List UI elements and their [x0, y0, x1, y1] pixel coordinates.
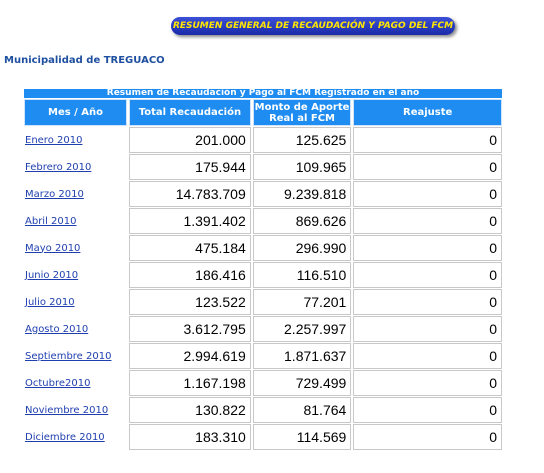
amount-cell: 869.626 — [252, 208, 352, 234]
table-caption: Resumen de Recaudación y Pago al FCM Reg… — [24, 89, 502, 98]
month-link[interactable]: Diciembre 2010 — [25, 431, 105, 443]
amount-cell: 0 — [353, 154, 502, 180]
amount-cell: 0 — [353, 316, 502, 342]
month-cell: Abril 2010 — [24, 208, 127, 234]
amount-cell: 186.416 — [129, 262, 251, 288]
amount-cell: 123.522 — [129, 289, 251, 315]
amount-cell: 175.944 — [129, 154, 251, 180]
amount-cell: 729.499 — [252, 370, 352, 396]
month-cell: Diciembre 2010 — [24, 424, 127, 450]
month-cell: Junio 2010 — [24, 262, 127, 288]
amount-cell: 475.184 — [129, 235, 251, 261]
amount-cell: 0 — [353, 370, 502, 396]
month-link[interactable]: Enero 2010 — [25, 134, 83, 146]
month-cell: Febrero 2010 — [24, 154, 127, 180]
amount-cell: 109.965 — [252, 154, 352, 180]
summary-table: Resumen de Recaudación y Pago al FCM Reg… — [22, 88, 504, 451]
page-banner: RESUMEN GENERAL DE RECAUDACIÓN Y PAGO DE… — [171, 17, 455, 35]
month-link[interactable]: Marzo 2010 — [25, 188, 84, 200]
amount-cell: 0 — [353, 127, 502, 153]
month-link[interactable]: Julio 2010 — [25, 296, 75, 308]
table-row: Enero 2010 201.000 125.625 0 — [24, 127, 502, 153]
month-cell: Noviembre 2010 — [24, 397, 127, 423]
amount-cell: 81.764 — [252, 397, 352, 423]
amount-cell: 1.391.402 — [129, 208, 251, 234]
amount-cell: 0 — [353, 262, 502, 288]
amount-cell: 201.000 — [129, 127, 251, 153]
amount-cell: 116.510 — [252, 262, 352, 288]
month-cell: Marzo 2010 — [24, 181, 127, 207]
month-cell: Mayo 2010 — [24, 235, 127, 261]
table-row: Noviembre 2010 130.822 81.764 0 — [24, 397, 502, 423]
table-row: Mayo 2010 475.184 296.990 0 — [24, 235, 502, 261]
amount-cell: 125.625 — [252, 127, 352, 153]
month-link[interactable]: Febrero 2010 — [25, 161, 92, 173]
amount-cell: 77.201 — [252, 289, 352, 315]
table-row: Septiembre 2010 2.994.619 1.871.637 0 — [24, 343, 502, 369]
column-header: Monto de Aporte Real al FCM — [252, 99, 352, 126]
amount-cell: 3.612.795 — [129, 316, 251, 342]
month-cell: Agosto 2010 — [24, 316, 127, 342]
column-header: Reajuste — [353, 99, 502, 126]
table-row: Abril 2010 1.391.402 869.626 0 — [24, 208, 502, 234]
month-cell: Octubre2010 — [24, 370, 127, 396]
amount-cell: 183.310 — [129, 424, 251, 450]
amount-cell: 0 — [353, 343, 502, 369]
amount-cell: 14.783.709 — [129, 181, 251, 207]
month-cell: Enero 2010 — [24, 127, 127, 153]
amount-cell: 0 — [353, 424, 502, 450]
month-link[interactable]: Junio 2010 — [25, 269, 79, 281]
amount-cell: 130.822 — [129, 397, 251, 423]
amount-cell: 114.569 — [252, 424, 352, 450]
month-cell: Julio 2010 — [24, 289, 127, 315]
amount-cell: 1.871.637 — [252, 343, 352, 369]
amount-cell: 0 — [353, 181, 502, 207]
column-header: Mes / Año — [24, 99, 128, 126]
month-link[interactable]: Octubre2010 — [25, 377, 91, 389]
table-row: Junio 2010 186.416 116.510 0 — [24, 262, 502, 288]
month-link[interactable]: Septiembre 2010 — [25, 350, 112, 362]
amount-cell: 296.990 — [252, 235, 352, 261]
amount-cell: 2.994.619 — [129, 343, 251, 369]
table-row: Octubre2010 1.167.198 729.499 0 — [24, 370, 502, 396]
table-row: Julio 2010 123.522 77.201 0 — [24, 289, 502, 315]
amount-cell: 0 — [353, 208, 502, 234]
amount-cell: 2.257.997 — [252, 316, 352, 342]
month-cell: Septiembre 2010 — [24, 343, 127, 369]
table-row: Febrero 2010 175.944 109.965 0 — [24, 154, 502, 180]
table-row: Agosto 2010 3.612.795 2.257.997 0 — [24, 316, 502, 342]
amount-cell: 0 — [353, 397, 502, 423]
table-row: Diciembre 2010 183.310 114.569 0 — [24, 424, 502, 450]
month-link[interactable]: Abril 2010 — [25, 215, 77, 227]
amount-cell: 9.239.818 — [252, 181, 352, 207]
table-row: Marzo 2010 14.783.709 9.239.818 0 — [24, 181, 502, 207]
municipality-label: Municipalidad de TREGUACO — [4, 55, 165, 66]
amount-cell: 0 — [353, 235, 502, 261]
month-link[interactable]: Agosto 2010 — [25, 323, 89, 335]
amount-cell: 0 — [353, 289, 502, 315]
month-link[interactable]: Mayo 2010 — [25, 242, 81, 254]
amount-cell: 1.167.198 — [129, 370, 251, 396]
column-header: Total Recaudación — [129, 99, 251, 126]
month-link[interactable]: Noviembre 2010 — [25, 404, 109, 416]
